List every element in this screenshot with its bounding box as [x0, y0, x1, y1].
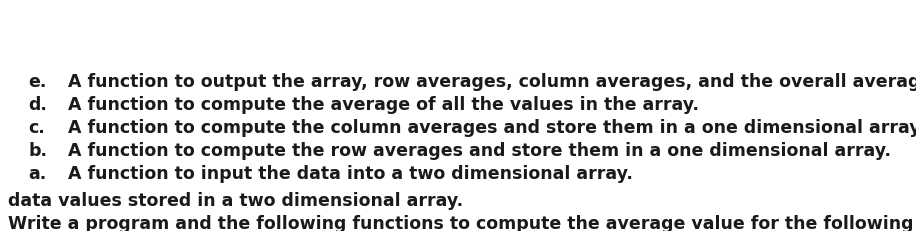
Text: d.: d.	[28, 96, 47, 114]
Text: A function to output the array, row averages, column averages, and the overall a: A function to output the array, row aver…	[68, 73, 916, 91]
Text: data values stored in a two dimensional array.: data values stored in a two dimensional …	[8, 192, 463, 210]
Text: e.: e.	[28, 73, 47, 91]
Text: A function to input the data into a two dimensional array.: A function to input the data into a two …	[68, 165, 633, 183]
Text: A function to compute the row averages and store them in a one dimensional array: A function to compute the row averages a…	[68, 142, 891, 160]
Text: A function to compute the column averages and store them in a one dimensional ar: A function to compute the column average…	[68, 119, 916, 137]
Text: A function to compute the average of all the values in the array.: A function to compute the average of all…	[68, 96, 699, 114]
Text: Write a program and the following functions to compute the average value for the: Write a program and the following functi…	[8, 215, 913, 231]
Text: c.: c.	[28, 119, 45, 137]
Text: a.: a.	[28, 165, 46, 183]
Text: b.: b.	[28, 142, 47, 160]
